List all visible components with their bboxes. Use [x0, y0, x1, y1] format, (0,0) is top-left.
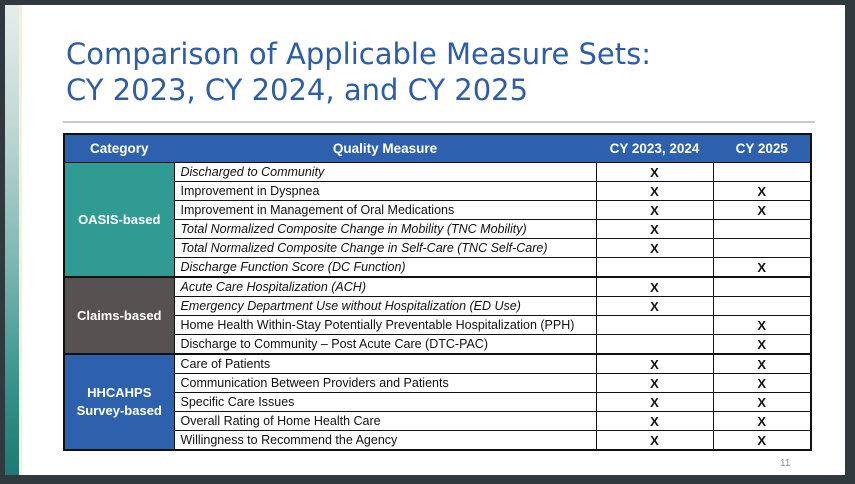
table-row: OASIS-based Discharged to Community X: [63, 162, 812, 278]
measure-comparison-table: Category Quality Measure CY 2023, 2024 C…: [63, 133, 812, 451]
table-row: Claims-based Acute Care Hospitalization …: [63, 276, 812, 355]
measure-cell: Specific Care Issues: [173, 392, 597, 412]
cy2023-2024-mark: [595, 334, 714, 355]
measure-cell: Acute Care Hospitalization (ACH): [173, 276, 597, 297]
category-cell-hhcahps: HHCAHPS Survey-based: [63, 353, 175, 451]
table-row: Willingness to Recommend the Agency X X: [64, 430, 812, 451]
table-row: Total Normalized Composite Change in Sel…: [64, 238, 812, 258]
cy2023-2024-mark: X: [595, 238, 714, 258]
measure-cell: Emergency Department Use without Hospita…: [173, 296, 597, 316]
table-row: HHCAHPS Survey-based Care of Patients X …: [63, 353, 812, 451]
measure-cell: Total Normalized Composite Change in Mob…: [173, 219, 597, 239]
cy2023-2024-mark: X: [595, 353, 714, 374]
table-header-row: Category Quality Measure CY 2023, 2024 C…: [63, 133, 812, 163]
cy2025-mark: X: [712, 315, 812, 335]
measure-cell: Home Health Within-Stay Potentially Prev…: [173, 315, 597, 335]
cy2023-2024-mark: X: [595, 373, 714, 393]
cy2023-2024-mark: X: [595, 200, 714, 220]
category-cell-claims: Claims-based: [63, 276, 175, 355]
measure-cell: Total Normalized Composite Change in Sel…: [173, 238, 597, 258]
table-row: Discharge to Community – Post Acute Care…: [64, 334, 812, 355]
measure-cell: Improvement in Management of Oral Medica…: [173, 200, 597, 220]
cy2025-mark: [712, 296, 812, 316]
table-row: Home Health Within-Stay Potentially Prev…: [64, 315, 812, 335]
page-number: 11: [780, 458, 791, 469]
table-row: Specific Care Issues X X: [64, 392, 812, 412]
measure-cell: Care of Patients: [173, 353, 597, 374]
measure-cell: Discharge to Community – Post Acute Care…: [173, 334, 597, 355]
cy2025-mark: [712, 238, 812, 258]
slide: Comparison of Applicable Measure Sets: C…: [5, 5, 845, 475]
left-accent-line: [19, 5, 22, 475]
cy2023-2024-mark: X: [595, 162, 714, 182]
table-row: Overall Rating of Home Health Care X X: [64, 411, 812, 431]
slide-title-line1: Comparison of Applicable Measure Sets:: [66, 37, 651, 71]
col-header-category: Category: [63, 133, 175, 163]
cy2025-mark: X: [712, 257, 812, 278]
measure-cell: Improvement in Dyspnea: [173, 181, 597, 201]
cy2025-mark: [712, 162, 812, 182]
cy2023-2024-mark: [595, 315, 714, 335]
measure-cell: Communication Between Providers and Pati…: [173, 373, 597, 393]
cy2025-mark: [712, 219, 812, 239]
left-accent-strip: [5, 5, 19, 475]
cy2023-2024-mark: X: [595, 296, 714, 316]
slide-title: Comparison of Applicable Measure Sets: C…: [66, 36, 651, 108]
table-row: Improvement in Management of Oral Medica…: [64, 200, 812, 220]
cy2025-mark: X: [712, 200, 812, 220]
cy2023-2024-mark: X: [595, 392, 714, 412]
cy2025-mark: X: [712, 411, 812, 431]
slide-title-line2: CY 2023, CY 2024, and CY 2025: [66, 73, 529, 107]
table-row: Emergency Department Use without Hospita…: [64, 296, 812, 316]
table-row: Discharge Function Score (DC Function) X: [64, 257, 812, 278]
cy2025-mark: X: [712, 373, 812, 393]
title-divider: [63, 121, 815, 123]
measure-cell: Discharged to Community: [173, 162, 597, 182]
col-header-quality-measure: Quality Measure: [173, 133, 597, 163]
table-row: Total Normalized Composite Change in Mob…: [64, 219, 812, 239]
table-row: Improvement in Dyspnea X X: [64, 181, 812, 201]
cy2023-2024-mark: X: [595, 411, 714, 431]
table-row: Communication Between Providers and Pati…: [64, 373, 812, 393]
cy2023-2024-mark: X: [595, 276, 714, 297]
cy2023-2024-mark: X: [595, 219, 714, 239]
cy2025-mark: X: [712, 334, 812, 355]
cy2023-2024-mark: X: [595, 430, 714, 451]
cy2023-2024-mark: X: [595, 181, 714, 201]
category-cell-oasis: OASIS-based: [63, 162, 175, 278]
cy2025-mark: [712, 276, 812, 297]
measure-cell: Willingness to Recommend the Agency: [173, 430, 597, 451]
cy2025-mark: X: [712, 181, 812, 201]
cy2023-2024-mark: [595, 257, 714, 278]
measure-cell: Discharge Function Score (DC Function): [173, 257, 597, 278]
measure-cell: Overall Rating of Home Health Care: [173, 411, 597, 431]
cy2025-mark: X: [712, 392, 812, 412]
col-header-cy2023-2024: CY 2023, 2024: [595, 133, 714, 163]
col-header-cy2025: CY 2025: [712, 133, 812, 163]
cy2025-mark: X: [712, 353, 812, 374]
cy2025-mark: X: [712, 430, 812, 451]
